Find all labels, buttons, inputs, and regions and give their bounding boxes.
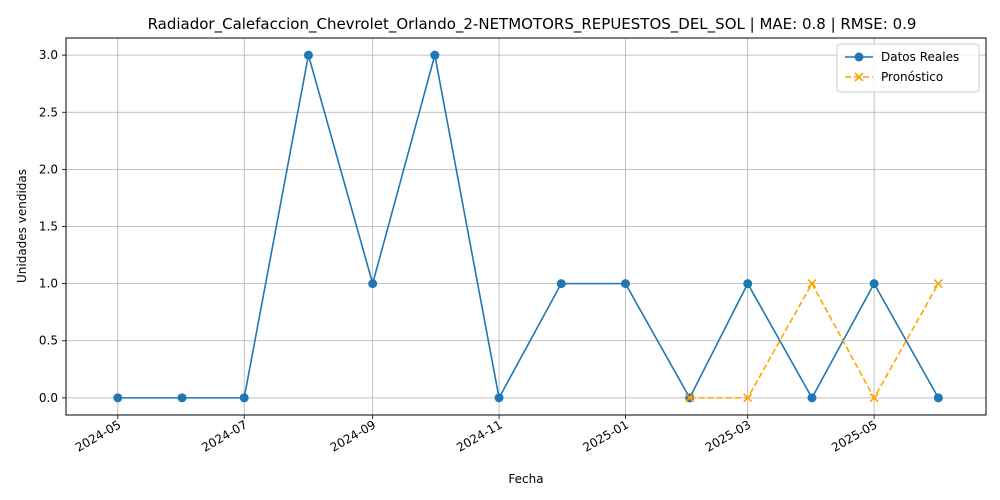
legend: Datos Reales Pronóstico bbox=[836, 43, 980, 93]
y-axis: 0.0 0.5 1.0 1.5 2.0 2.5 3.0 bbox=[39, 48, 66, 405]
data-point bbox=[303, 50, 313, 60]
data-point bbox=[743, 393, 753, 403]
y-tick-label: 3.0 bbox=[39, 48, 58, 62]
data-point-stroke bbox=[743, 393, 753, 403]
legend-item: Pronóstico bbox=[845, 70, 943, 84]
data-point-stroke bbox=[685, 393, 695, 403]
series-pron-stico bbox=[685, 279, 943, 403]
data-point bbox=[854, 72, 864, 82]
x-axis-title: Fecha bbox=[508, 472, 543, 486]
legend-item: Datos Reales bbox=[845, 50, 959, 64]
x-tick-label: 2025-05 bbox=[829, 417, 879, 454]
data-point bbox=[620, 279, 630, 289]
data-point bbox=[556, 279, 566, 289]
x-axis: 2024-05 2024-07 2024-09 2024-11 2025-01 2025-… bbox=[73, 415, 880, 455]
y-tick-label: 0.0 bbox=[39, 391, 58, 405]
data-point bbox=[239, 393, 249, 403]
data-point bbox=[854, 52, 864, 62]
series-layer bbox=[113, 50, 943, 403]
y-tick-label: 2.0 bbox=[39, 162, 58, 176]
y-tick-label: 1.0 bbox=[39, 277, 58, 291]
y-tick-label: 1.5 bbox=[39, 220, 58, 234]
data-point bbox=[113, 393, 123, 403]
data-point bbox=[494, 393, 504, 403]
x-tick-label: 2024-05 bbox=[73, 417, 123, 454]
grid-lines bbox=[66, 38, 986, 415]
legend-label: Pronóstico bbox=[881, 70, 943, 84]
data-point bbox=[685, 393, 695, 403]
data-point bbox=[869, 393, 879, 403]
data-point bbox=[869, 279, 879, 289]
x-tick-label: 2024-07 bbox=[199, 417, 249, 454]
data-point bbox=[430, 50, 440, 60]
chart-title: Radiador_Calefaccion_Chevrolet_Orlando_2… bbox=[148, 15, 917, 34]
data-point-stroke bbox=[807, 279, 817, 289]
y-axis-title: Unidades vendidas bbox=[15, 169, 29, 283]
y-tick-label: 2.5 bbox=[39, 105, 58, 119]
data-point-stroke bbox=[854, 72, 864, 82]
data-point bbox=[933, 279, 943, 289]
data-point bbox=[368, 279, 378, 289]
data-point bbox=[177, 393, 187, 403]
data-point bbox=[743, 279, 753, 289]
legend-label: Datos Reales bbox=[881, 50, 959, 64]
x-tick-label: 2025-01 bbox=[581, 417, 631, 454]
data-point-stroke bbox=[869, 393, 879, 403]
data-point bbox=[807, 279, 817, 289]
data-point bbox=[807, 393, 817, 403]
data-point-stroke bbox=[933, 279, 943, 289]
legend-box bbox=[836, 43, 980, 93]
x-tick-label: 2025-03 bbox=[703, 417, 753, 454]
data-point bbox=[933, 393, 943, 403]
x-tick-label: 2024-09 bbox=[328, 417, 378, 454]
x-tick-label: 2024-11 bbox=[454, 417, 504, 454]
series-line bbox=[117, 54, 940, 401]
y-tick-label: 0.5 bbox=[39, 334, 58, 348]
